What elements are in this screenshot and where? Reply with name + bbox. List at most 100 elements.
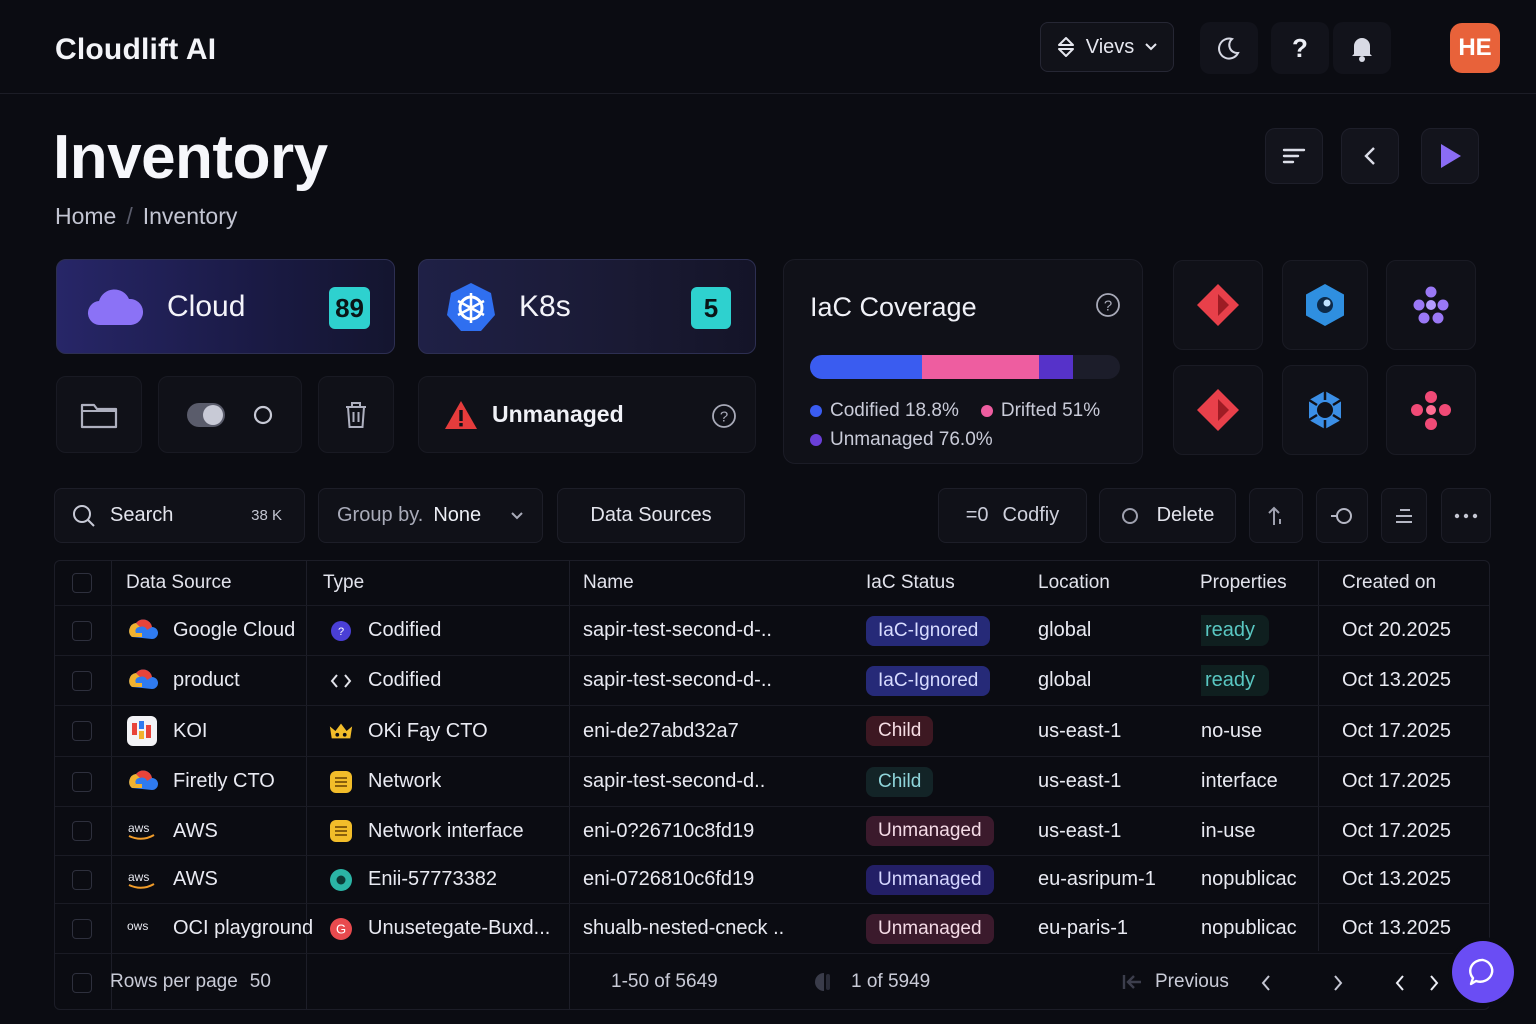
k8s-summary-card[interactable]: K8s 5: [418, 259, 756, 354]
row-checkbox-cell[interactable]: [72, 606, 92, 655]
filter-lines-button[interactable]: [1265, 128, 1323, 184]
help-circle-icon[interactable]: ?: [1095, 292, 1121, 318]
name-cell[interactable]: sapir-test-second-d-..: [583, 669, 772, 691]
header-properties[interactable]: Properties: [1200, 572, 1287, 593]
row-checkbox[interactable]: [72, 918, 92, 939]
folder-button[interactable]: [56, 376, 142, 453]
row-checkbox-cell[interactable]: [72, 856, 92, 903]
previous-page-button[interactable]: [1341, 128, 1399, 184]
integration-tile-git-2[interactable]: [1173, 365, 1263, 455]
column-divider: [306, 561, 307, 1009]
table-row[interactable]: Google Cloud? Codified sapir-test-second-d…: [55, 606, 1489, 656]
svg-text:?: ?: [1104, 298, 1112, 315]
data-sources-button[interactable]: Data Sources: [557, 488, 745, 543]
header-iac-status[interactable]: IaC Status: [866, 572, 955, 593]
refresh-button[interactable]: [1316, 488, 1368, 543]
select-all-checkbox[interactable]: [72, 573, 92, 593]
data-source-cell: Google Cloud: [126, 606, 295, 655]
trash-button[interactable]: [318, 376, 394, 453]
chevron-left-icon[interactable]: [1394, 974, 1406, 992]
data-source-label: OCI playground: [173, 917, 314, 939]
help-circle-icon[interactable]: ?: [711, 403, 737, 429]
pagination-range: 1-50 of 5649: [611, 971, 718, 992]
chevron-right-icon[interactable]: [1332, 974, 1344, 992]
type-label: Codified: [368, 619, 442, 641]
select-all-cell[interactable]: [72, 561, 92, 605]
cloud-summary-card[interactable]: Cloud 89: [56, 259, 395, 354]
integration-tile-pink-dots[interactable]: [1386, 365, 1476, 455]
previous-page-link[interactable]: Previous: [1121, 971, 1229, 993]
name-cell[interactable]: shualb-nested-cneck ..: [583, 917, 785, 939]
name-cell[interactable]: sapir-test-second-d-..: [583, 619, 772, 641]
delete-button[interactable]: Delete: [1099, 488, 1236, 543]
user-avatar[interactable]: HE: [1450, 23, 1500, 73]
search-box[interactable]: Search 38 K: [54, 488, 305, 543]
row-checkbox[interactable]: [72, 620, 92, 641]
header-created-on[interactable]: Created on: [1342, 572, 1437, 593]
views-dropdown[interactable]: Vievs: [1040, 22, 1174, 72]
more-button[interactable]: [1441, 488, 1491, 543]
integration-tile-blue-ring[interactable]: [1282, 365, 1368, 455]
footer-checkbox[interactable]: [72, 972, 92, 993]
row-checkbox-cell[interactable]: [72, 656, 92, 705]
table-footer: Rows per page 50 1-50 of 5649 1 of 5949 …: [55, 954, 1489, 1009]
row-checkbox[interactable]: [72, 771, 92, 792]
row-checkbox[interactable]: [72, 869, 92, 890]
row-checkbox-cell[interactable]: [72, 807, 92, 855]
row-checkbox-cell[interactable]: [72, 706, 92, 756]
sort-button[interactable]: [1249, 488, 1303, 543]
chevron-left-icon[interactable]: [1260, 974, 1272, 992]
row-checkbox-cell[interactable]: [72, 904, 92, 953]
red-diamond-icon: [1197, 284, 1239, 326]
status-badge: IaC-Ignored: [866, 665, 991, 696]
chevron-right-icon[interactable]: [1428, 974, 1440, 992]
group-by-select[interactable]: Group by. None: [318, 488, 543, 543]
radio-circle-icon[interactable]: [252, 404, 274, 426]
chat-button[interactable]: [1452, 941, 1514, 1003]
row-checkbox[interactable]: [72, 821, 92, 841]
header-location[interactable]: Location: [1038, 572, 1110, 593]
table-row[interactable]: aws AWS Network interface eni-0?26710c8fd19…: [55, 807, 1489, 856]
group-by-value: None: [433, 504, 482, 526]
app-brand[interactable]: Cloudlift AI: [55, 33, 217, 66]
name-cell[interactable]: eni-de27abd32a7: [583, 719, 739, 742]
iac-status-cell: Child: [866, 706, 934, 756]
theme-toggle-button[interactable]: [1200, 22, 1258, 74]
location-cell: global: [1038, 669, 1092, 691]
stack-icon: [328, 818, 354, 844]
unmanaged-dot: [810, 434, 822, 446]
codify-button[interactable]: =0 Codfiy: [938, 488, 1087, 543]
name-cell[interactable]: eni-0726810c6fd19: [583, 868, 755, 890]
header-type[interactable]: Type: [323, 572, 365, 593]
chevron-down-icon: [511, 511, 523, 519]
breadcrumb-home[interactable]: Home: [55, 203, 117, 229]
toggle-switch-icon[interactable]: [186, 402, 226, 428]
table-row[interactable]: KOI OKi Fąy CTO eni-de27abd32a7 Child us-eas…: [55, 706, 1489, 757]
integration-tile-purple-dots[interactable]: [1386, 260, 1476, 350]
properties-cell: ready: [1201, 656, 1270, 705]
header-data-source[interactable]: Data Source: [126, 572, 232, 593]
search-input[interactable]: Search: [110, 504, 174, 526]
row-checkbox[interactable]: [72, 670, 92, 691]
sort-updown-icon: [1057, 37, 1074, 57]
unmanaged-summary-card[interactable]: Unmanaged ?: [418, 376, 756, 453]
row-checkbox[interactable]: [72, 721, 92, 741]
name-cell[interactable]: eni-0?26710c8fd19: [583, 819, 755, 842]
rows-per-page[interactable]: Rows per page 50: [110, 971, 271, 993]
rows-per-page-value[interactable]: 50: [249, 971, 271, 992]
integration-tile-git[interactable]: [1173, 260, 1263, 350]
notifications-button[interactable]: [1333, 22, 1391, 74]
row-checkbox-cell[interactable]: [72, 757, 92, 806]
table-row[interactable]: Firetly CTO Network sapir-test-second-d.. C…: [55, 757, 1489, 807]
table-row[interactable]: ows OCI playground G Unusetegate-Buxd... shu…: [55, 904, 1489, 954]
footer-checkbox-cell[interactable]: [72, 954, 92, 1009]
table-row[interactable]: product Codified sapir-test-second-d-.. IaC…: [55, 656, 1489, 706]
integration-tile-hex[interactable]: [1282, 260, 1368, 350]
view-toggle-group[interactable]: [158, 376, 302, 453]
play-button[interactable]: [1421, 128, 1479, 184]
table-row[interactable]: aws AWS Enii-57773382 eni-0726810c6fd19 Unma…: [55, 856, 1489, 904]
help-button[interactable]: ?: [1271, 22, 1329, 74]
header-name[interactable]: Name: [583, 572, 634, 593]
columns-button[interactable]: [1381, 488, 1427, 543]
name-cell[interactable]: sapir-test-second-d..: [583, 770, 766, 792]
